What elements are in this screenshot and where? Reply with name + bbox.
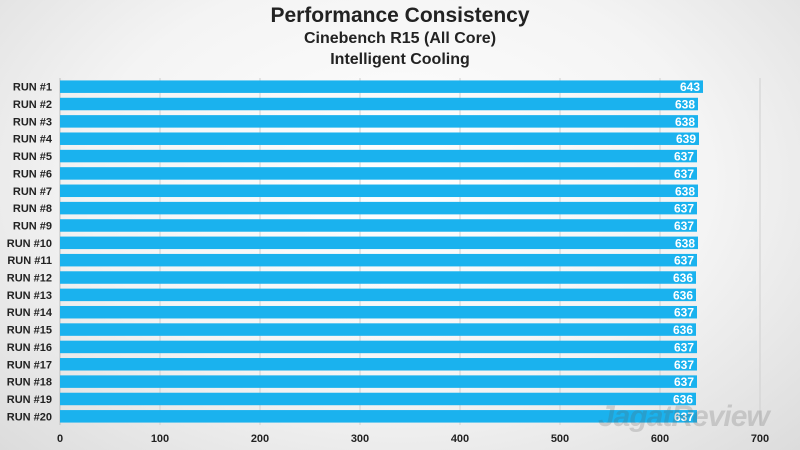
data-label-17: 637	[674, 358, 694, 372]
bar-9	[60, 219, 697, 232]
data-label-10: 638	[675, 236, 695, 250]
category-label-16: RUN #16	[7, 342, 52, 354]
category-label-18: RUN #18	[7, 377, 52, 389]
data-label-15: 636	[673, 323, 693, 337]
category-label-5: RUN #5	[13, 151, 52, 163]
bar-20	[60, 410, 697, 423]
bar-16	[60, 340, 697, 354]
bar-6	[60, 167, 697, 180]
data-label-11: 637	[674, 254, 694, 268]
x-tick-label-5: 500	[551, 433, 569, 445]
data-label-2: 638	[675, 98, 695, 112]
bar-10	[60, 236, 698, 250]
bar-13	[60, 288, 696, 302]
category-label-10: RUN #10	[7, 238, 52, 250]
chart-subtitle-2: Intelligent Cooling	[330, 51, 470, 68]
category-label-13: RUN #13	[7, 290, 52, 302]
x-tick-label-6: 600	[651, 433, 669, 445]
chart-titles: Performance Consistency Cinebench R15 (A…	[0, 4, 800, 70]
category-label-17: RUN #17	[7, 359, 52, 371]
data-label-13: 636	[673, 288, 693, 302]
x-tick-label-4: 400	[451, 433, 469, 445]
data-label-7: 638	[675, 184, 695, 198]
x-tick-label-3: 300	[351, 433, 369, 445]
bar-18	[60, 375, 697, 388]
category-label-7: RUN #7	[13, 186, 52, 198]
category-label-14: RUN #14	[7, 307, 53, 319]
category-label-11: RUN #11	[7, 255, 52, 267]
category-label-12: RUN #12	[7, 273, 52, 285]
category-label-2: RUN #2	[13, 99, 52, 111]
category-label-20: RUN #20	[7, 411, 52, 423]
category-label-3: RUN #3	[13, 116, 52, 128]
bar-5	[60, 149, 697, 163]
watermark-logo: JagatReview	[598, 400, 770, 433]
bar-2	[60, 97, 698, 111]
x-tick-label-1: 100	[151, 433, 169, 445]
bar-19	[60, 392, 696, 406]
category-label-19: RUN #19	[7, 394, 52, 406]
bar-4	[60, 132, 699, 145]
data-label-5: 637	[674, 150, 694, 164]
data-label-19: 636	[673, 392, 693, 406]
x-tick-label-2: 200	[251, 433, 269, 445]
bar-7	[60, 184, 698, 198]
data-label-1: 643	[680, 80, 700, 94]
bar-17	[60, 358, 697, 371]
data-label-3: 638	[675, 115, 695, 129]
category-label-15: RUN #15	[7, 325, 52, 337]
category-label-6: RUN #6	[13, 168, 52, 180]
data-label-20: 637	[674, 410, 694, 424]
data-label-6: 637	[674, 167, 694, 181]
x-tick-label-7: 700	[751, 433, 769, 445]
data-label-16: 637	[674, 340, 694, 354]
category-label-1: RUN #1	[13, 82, 52, 94]
category-label-8: RUN #8	[13, 203, 52, 215]
category-label-4: RUN #4	[13, 134, 53, 146]
bar-3	[60, 115, 698, 128]
bar-14	[60, 305, 697, 319]
chart-title: Performance Consistency	[270, 4, 530, 27]
data-label-9: 637	[674, 219, 694, 233]
data-label-18: 637	[674, 375, 694, 389]
data-label-12: 636	[673, 271, 693, 285]
chart-subtitle: Cinebench R15 (All Core)	[303, 30, 497, 47]
data-label-8: 637	[674, 202, 694, 216]
data-label-14: 637	[674, 306, 694, 320]
bar-1	[60, 80, 703, 93]
x-tick-label-0: 0	[57, 433, 63, 445]
data-label-4: 639	[676, 132, 696, 146]
bar-11	[60, 253, 697, 267]
bar-12	[60, 271, 696, 284]
bar-15	[60, 323, 696, 336]
category-label-9: RUN #9	[13, 220, 52, 232]
bar-8	[60, 201, 697, 215]
